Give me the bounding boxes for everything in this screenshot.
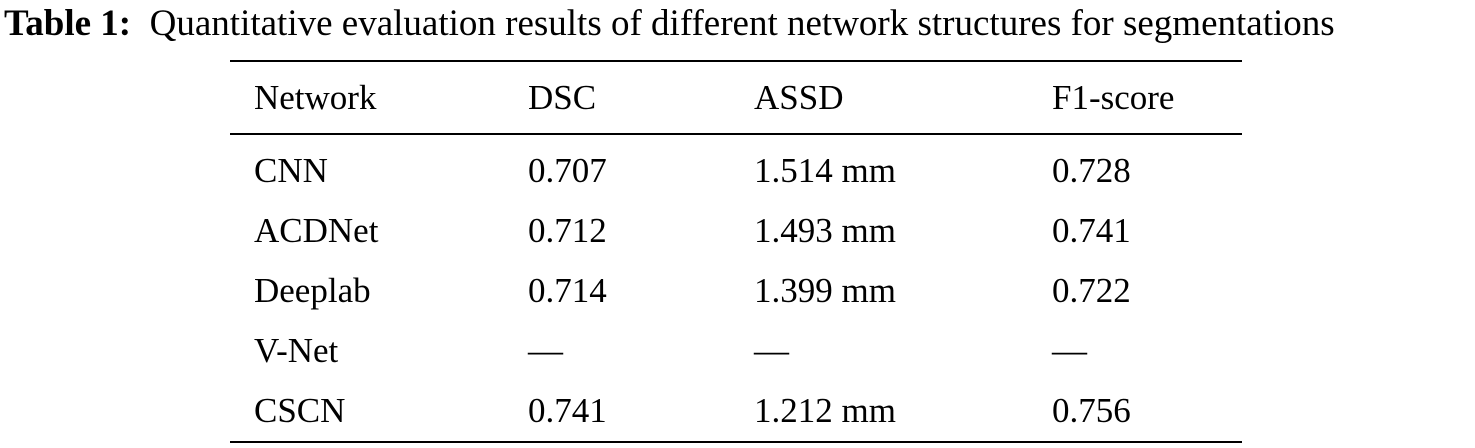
table-header: Network DSC ASSD F1-score — [230, 61, 1242, 134]
table-body: CNN 0.707 1.514 mm 0.728 ACDNet 0.712 1.… — [230, 134, 1242, 442]
cell-network: CNN — [254, 151, 328, 190]
cell-f1-score: 0.756 — [1052, 391, 1131, 430]
table-caption: Table 1: Quantitative evaluation results… — [4, 2, 1335, 46]
cell-assd: 1.212 mm — [754, 391, 896, 430]
cell-f1-score: 0.741 — [1052, 211, 1131, 250]
caption-label: Table 1: — [4, 3, 132, 44]
cell-dsc: 0.741 — [528, 391, 607, 430]
cell-f1-score: 0.728 — [1052, 151, 1131, 190]
table-row: CNN 0.707 1.514 mm 0.728 — [230, 134, 1242, 201]
cell-dsc: 0.714 — [528, 271, 607, 310]
cell-network: CSCN — [254, 391, 346, 430]
table-row: V-Net — — — — [230, 321, 1242, 381]
cell-assd: 1.399 mm — [754, 271, 896, 310]
cell-f1-score: — — [1052, 331, 1087, 370]
cell-network: Deeplab — [254, 271, 371, 310]
cell-dsc: — — [528, 331, 563, 370]
results-table-container: Network DSC ASSD F1-score CNN 0.707 1.51… — [230, 60, 1242, 443]
cell-f1-score: 0.722 — [1052, 271, 1131, 310]
cell-network: V-Net — [254, 331, 339, 370]
cell-dsc: 0.707 — [528, 151, 607, 190]
header-row: Network DSC ASSD F1-score — [230, 61, 1242, 134]
cell-assd: 1.493 mm — [754, 211, 896, 250]
caption-text: Quantitative evaluation results of diffe… — [149, 3, 1335, 44]
cell-assd: 1.514 mm — [754, 151, 896, 190]
cell-dsc: 0.712 — [528, 211, 607, 250]
table-row: CSCN 0.741 1.212 mm 0.756 — [230, 381, 1242, 442]
header-network: Network — [254, 77, 377, 117]
results-table: Network DSC ASSD F1-score CNN 0.707 1.51… — [230, 60, 1242, 443]
table-row: Deeplab 0.714 1.399 mm 0.722 — [230, 261, 1242, 321]
table-row: ACDNet 0.712 1.493 mm 0.741 — [230, 201, 1242, 261]
header-assd: ASSD — [754, 77, 844, 117]
header-dsc: DSC — [528, 77, 597, 117]
cell-assd: — — [754, 331, 789, 370]
header-f1-score: F1-score — [1052, 77, 1175, 117]
cell-network: ACDNet — [254, 211, 379, 250]
